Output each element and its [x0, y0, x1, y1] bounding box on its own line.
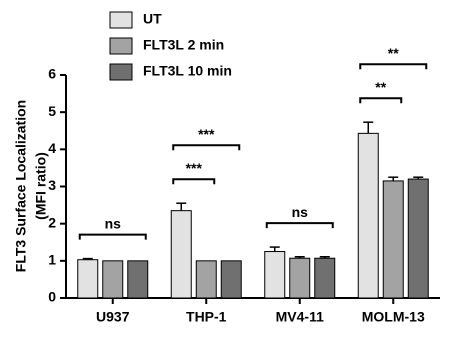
- bar: [220, 260, 242, 299]
- bar: [264, 251, 286, 299]
- legend-label: FLT3L 2 min: [143, 37, 224, 53]
- significance-bracket: [265, 222, 334, 229]
- x-tick-label: U937: [96, 309, 130, 325]
- bar: [102, 260, 124, 299]
- significance-bracket: [359, 97, 403, 104]
- bar: [170, 210, 192, 299]
- y-label-line: FLT3 Surface Localization: [13, 100, 29, 272]
- significance-bracket: [172, 178, 216, 185]
- legend-label: UT: [143, 11, 162, 27]
- significance-bracket: [172, 144, 241, 151]
- y-tick-label: 5: [48, 103, 56, 119]
- legend-label: FLT3L 10 min: [143, 63, 232, 79]
- x-tick-label: MOLM-13: [362, 309, 425, 325]
- significance-label: **: [375, 79, 386, 95]
- bar: [314, 257, 336, 299]
- y-label: FLT3 Surface Localization (MFI ratio): [13, 100, 49, 272]
- y-tick-label: 1: [48, 252, 56, 268]
- y-tick-label: 0: [48, 289, 56, 305]
- significance-label: ***: [186, 160, 203, 176]
- x-tick-label: THP-1: [186, 309, 227, 325]
- significance-bracket: [78, 233, 147, 240]
- x-tick-label: MV4-11: [276, 309, 324, 325]
- significance-bracket: [359, 63, 428, 70]
- significance-label: ***: [198, 126, 215, 142]
- bar: [357, 132, 379, 299]
- legend-swatch: [109, 11, 133, 29]
- y-tick-label: 3: [48, 177, 56, 193]
- significance-label: ns: [292, 204, 309, 220]
- bar: [127, 260, 149, 299]
- bar: [195, 260, 217, 299]
- bar: [289, 257, 311, 299]
- y-tick-label: 4: [48, 140, 56, 156]
- bar: [77, 259, 99, 299]
- y-tick-label: 2: [48, 214, 56, 230]
- y-tick-label: 6: [48, 66, 56, 82]
- significance-label: ns: [105, 215, 122, 231]
- legend-swatch: [109, 63, 133, 81]
- y-label-line: (MFI ratio): [33, 152, 49, 220]
- bar: [382, 180, 404, 299]
- legend-swatch: [109, 37, 133, 55]
- significance-label: **: [388, 45, 399, 61]
- bar: [407, 178, 429, 299]
